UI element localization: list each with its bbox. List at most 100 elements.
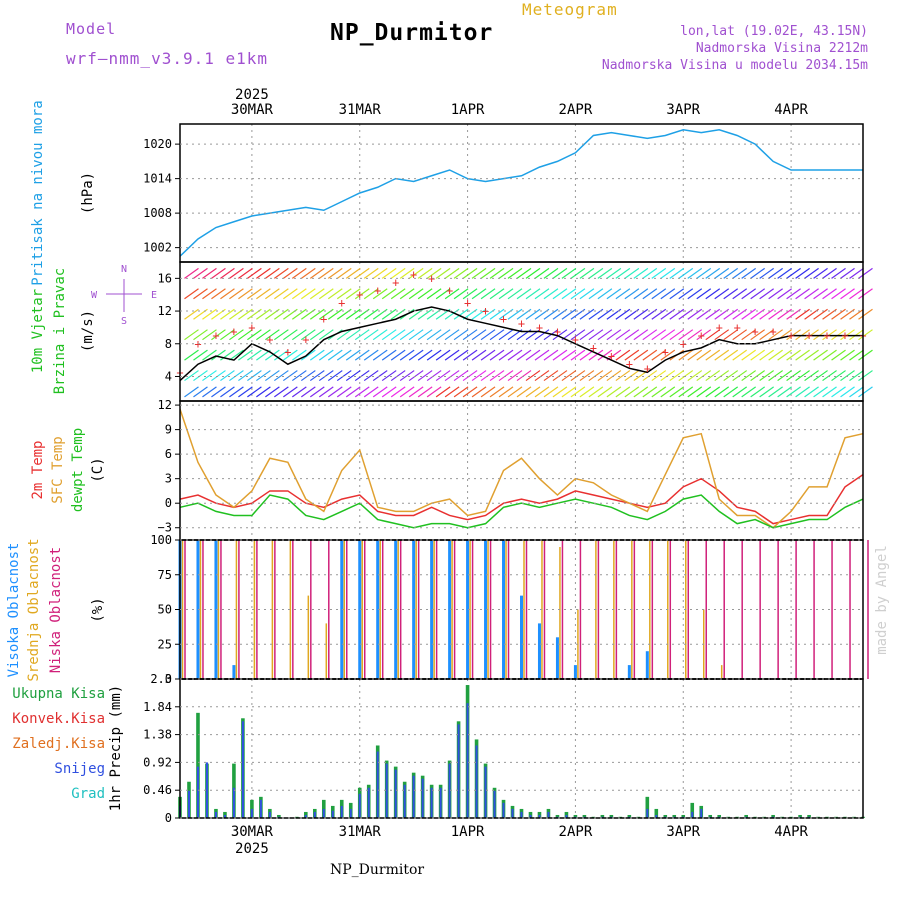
ytick-label: 3 bbox=[165, 472, 172, 486]
wind-gust-marker: + bbox=[338, 296, 345, 310]
wind-barb bbox=[615, 267, 631, 279]
wind-barb bbox=[381, 329, 397, 341]
wind-barb bbox=[579, 308, 595, 320]
wind-barb bbox=[858, 386, 873, 398]
wind-barb bbox=[849, 288, 864, 300]
wind-barb bbox=[435, 386, 451, 398]
wind-barb bbox=[453, 349, 469, 361]
wind-barb bbox=[247, 288, 262, 300]
wind-barb bbox=[660, 386, 676, 398]
wind-barb bbox=[777, 386, 792, 398]
date-label-bottom: 4APR bbox=[774, 824, 808, 840]
wind-gust-marker: + bbox=[752, 325, 759, 339]
date-label-bottom: 3APR bbox=[666, 824, 700, 840]
wind-barb bbox=[462, 349, 478, 361]
wind-barb bbox=[282, 329, 298, 341]
wind-barb bbox=[570, 349, 586, 361]
wind-barb bbox=[534, 288, 550, 300]
snow-bar bbox=[268, 811, 271, 818]
wind-barb bbox=[849, 329, 864, 341]
wind-barb bbox=[714, 267, 730, 279]
wind-barb bbox=[435, 370, 451, 382]
wind-barb bbox=[220, 386, 235, 398]
wind-barb bbox=[354, 288, 370, 300]
snow-bar bbox=[241, 721, 244, 818]
wind-barb bbox=[345, 370, 361, 382]
wind-barb bbox=[723, 329, 739, 341]
wind-barb bbox=[480, 370, 496, 382]
temp-2m-label: 2m Temp bbox=[30, 440, 46, 499]
wind-barb bbox=[597, 267, 613, 279]
ytick-label: 75 bbox=[158, 568, 172, 582]
wind-barb bbox=[238, 267, 253, 279]
wind-barb bbox=[426, 386, 442, 398]
wind-barb bbox=[687, 267, 703, 279]
wind-barb bbox=[498, 349, 514, 361]
wind-barb bbox=[265, 349, 280, 361]
wind-barb bbox=[714, 329, 730, 341]
wind-barb bbox=[229, 329, 244, 341]
wind-barb bbox=[444, 349, 460, 361]
precip-total-bar bbox=[771, 814, 775, 818]
wind-barb bbox=[435, 329, 451, 341]
precip-total-bar bbox=[609, 814, 614, 818]
wind-gust-marker: + bbox=[266, 333, 273, 347]
wind-barb bbox=[849, 370, 864, 382]
wind-barb bbox=[516, 349, 532, 361]
wind-gust-marker: + bbox=[230, 325, 237, 339]
wind-barb bbox=[777, 308, 792, 320]
wind-gust-marker: + bbox=[608, 349, 615, 363]
wind-gust-marker: + bbox=[410, 267, 417, 281]
wind-barb bbox=[633, 329, 649, 341]
ytick-label: 0.46 bbox=[143, 783, 172, 797]
precip-frz-legend: Zaledj.Kisa bbox=[12, 736, 105, 752]
temp-unit: (C) bbox=[90, 457, 106, 482]
wind-barb bbox=[229, 288, 244, 300]
wind-barb bbox=[300, 370, 316, 382]
precip-unit: 1hr Precip (mm) bbox=[108, 685, 124, 811]
precip-total-bar bbox=[681, 814, 686, 818]
snow-bar bbox=[250, 808, 253, 818]
wind-barb bbox=[489, 386, 505, 398]
wind-barb bbox=[381, 370, 397, 382]
wind-gust-marker: + bbox=[356, 288, 363, 302]
wind-barb bbox=[345, 329, 361, 341]
wind-barb bbox=[345, 288, 361, 300]
wind-barb bbox=[372, 349, 388, 361]
wind-barb bbox=[705, 288, 721, 300]
wind-barb bbox=[193, 370, 208, 382]
wind-barb bbox=[849, 267, 864, 279]
wind-barb bbox=[678, 370, 694, 382]
wind-barb bbox=[651, 267, 667, 279]
low-cloud-label: Niska Oblacnost bbox=[48, 547, 64, 673]
wind-barb bbox=[759, 370, 775, 382]
wind-barb bbox=[390, 386, 406, 398]
model-name: wrf–nmm_v3.9.1 e1km bbox=[66, 49, 269, 68]
wind-barb bbox=[858, 349, 873, 361]
wind-gust-marker: + bbox=[554, 325, 561, 339]
wind-barb bbox=[211, 267, 226, 279]
wind-barb bbox=[849, 386, 864, 398]
wind-barb bbox=[660, 349, 676, 361]
wind-barb bbox=[660, 329, 676, 341]
snow-bar bbox=[223, 814, 226, 818]
wind-barb bbox=[705, 308, 721, 320]
wind-gust-marker: + bbox=[428, 271, 435, 285]
wind-barb bbox=[768, 329, 783, 341]
wind-barb bbox=[732, 267, 748, 279]
wind-gust-marker: + bbox=[248, 320, 255, 334]
wind-barb bbox=[714, 386, 730, 398]
wind-barb bbox=[327, 267, 343, 279]
wind-barb bbox=[471, 329, 487, 341]
wind-barb bbox=[471, 308, 487, 320]
wind-barb bbox=[651, 288, 667, 300]
date-label-top: 4APR bbox=[774, 102, 808, 118]
wind-barb bbox=[408, 288, 424, 300]
wind-barb bbox=[453, 308, 469, 320]
wind-barb bbox=[498, 329, 514, 341]
wind-barb bbox=[184, 288, 199, 300]
wind-barb bbox=[714, 370, 730, 382]
wind-barb bbox=[669, 370, 685, 382]
snow-bar bbox=[232, 787, 235, 818]
